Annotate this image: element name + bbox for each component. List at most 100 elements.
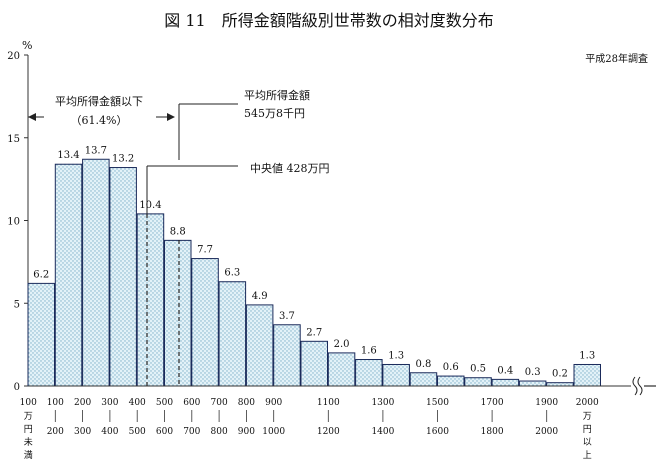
bar — [491, 378, 520, 387]
x-tick-label-bottom-char: 万 — [24, 412, 33, 422]
below-average-arrow-right — [167, 113, 175, 121]
x-tick-label-top: 1100 — [317, 398, 340, 408]
x-tick-label-top: 1900 — [535, 398, 558, 408]
x-tick-label-bottom: 1400 — [371, 427, 394, 437]
y-tick-label: 15 — [7, 134, 20, 145]
bar — [355, 359, 383, 387]
x-tick-label-bottom: 300 — [74, 427, 91, 437]
axis-break-curve-2 — [637, 376, 643, 396]
bar — [382, 363, 410, 387]
x-tick-label-top: 800 — [238, 398, 255, 408]
axis-break-symbol — [632, 376, 656, 396]
bar-value-label: 1.3 — [388, 350, 404, 361]
bar-value-label: 0.5 — [470, 364, 486, 375]
bar — [54, 163, 83, 387]
x-tick-label-top: 600 — [183, 398, 200, 408]
bar-value-label: 8.8 — [170, 226, 186, 237]
x-tick-label-bottom: 2000 — [535, 427, 558, 437]
bar-value-label: 6.3 — [224, 268, 240, 279]
bars-group — [27, 158, 601, 387]
below-average-label-bg — [44, 92, 156, 130]
bar — [191, 258, 219, 387]
x-tick-label-group: 800 900 — [238, 398, 255, 437]
x-tick-label-group: 900 1000 — [262, 398, 285, 437]
x-tick-label-bottom: 1200 — [317, 427, 340, 437]
x-tick-label-top: 1300 — [371, 398, 394, 408]
x-tick-label-group: 1500 1600 — [426, 398, 449, 437]
y-tick-label: 5 — [14, 299, 20, 310]
x-tick-label-top: 100 — [47, 398, 64, 408]
mean-annotation: 平均所得金額 545万8千円 — [178, 88, 310, 386]
x-tick-label-bottom: 1600 — [426, 427, 449, 437]
bar-value-label: 13.2 — [112, 154, 134, 165]
x-tick-label-top: 1700 — [481, 398, 504, 408]
value-labels-group: 6.2 13.4 13.7 13.2 10.4 8.8 7.7 6.3 4.9 3.7 2.7 2.0… — [33, 145, 595, 379]
bar-value-label: 1.3 — [579, 350, 595, 361]
bar-value-label: 0.4 — [497, 365, 513, 376]
bar — [164, 239, 192, 387]
x-tick-label-group: 1100 1200 — [317, 398, 340, 437]
y-tick-label: 20 — [7, 51, 20, 62]
x-tick-label-bottom-char: 満 — [24, 450, 33, 461]
below-average-percent: （61.4%） — [71, 114, 128, 127]
bar — [109, 167, 137, 387]
axis-break-curve-1 — [632, 376, 638, 396]
x-tick-label-group: 1700 1800 — [481, 398, 504, 437]
chart-title: 図 11 所得金額階級別世帯数の相対度数分布 — [164, 11, 493, 30]
y-tick-label: 10 — [7, 217, 20, 228]
x-tick-label-bottom-char: 未 — [24, 436, 33, 448]
survey-note: 平成28年調査 — [585, 52, 648, 65]
x-tick-label-group: 200 300 — [74, 398, 91, 437]
x-tick-label-top: 300 — [101, 398, 118, 408]
x-tick-label-bottom-char: 万 — [583, 412, 592, 422]
bar — [27, 282, 55, 387]
bar-value-label: 2.0 — [334, 339, 350, 350]
bar — [82, 158, 110, 387]
bar-value-label: 10.4 — [139, 200, 161, 211]
bar-value-label: 6.2 — [33, 269, 49, 280]
bar-value-label: 13.4 — [57, 150, 79, 161]
x-tick-label-bottom: 1000 — [262, 427, 285, 437]
x-tick-label-group: 100 200 — [47, 398, 64, 437]
y-tick-label: 0 — [14, 382, 20, 393]
bar-value-label: 13.7 — [85, 145, 107, 156]
x-tick-label-bottom-char: 上 — [583, 450, 592, 461]
bar — [409, 372, 438, 387]
bar-value-label: 3.7 — [279, 311, 295, 322]
x-tick-label-group: 700 800 — [211, 398, 228, 437]
x-tick-label-group: 600 700 — [183, 398, 200, 437]
x-tick-label-top: 900 — [265, 398, 282, 408]
bar — [273, 324, 301, 387]
x-tick-label-bottom: 400 — [101, 427, 118, 437]
x-tick-label-top: 1500 — [426, 398, 449, 408]
x-tick-label-bottom: 900 — [238, 427, 255, 437]
below-average-arrow-left — [28, 113, 36, 121]
x-tick-label-top: 500 — [156, 398, 173, 408]
median-annotation: 中央値 428万円 — [146, 162, 330, 386]
x-tick-label-bottom-char: 以 — [583, 438, 592, 448]
x-tick-label-top: 400 — [129, 398, 146, 408]
bar-value-label: 0.6 — [443, 362, 459, 373]
x-tick-label-top: 100 — [20, 398, 37, 408]
x-axis: 100万円未満100200200300300400400500500600600… — [20, 385, 631, 461]
median-label: 中央値 428万円 — [250, 162, 330, 175]
x-tick-label-bottom: 1800 — [481, 427, 504, 437]
x-tick-label-bottom-char: 円 — [24, 424, 33, 435]
bar — [300, 340, 328, 387]
bar-value-label: 2.7 — [306, 327, 322, 338]
bar — [573, 363, 601, 387]
bar-value-label: 0.8 — [415, 359, 431, 370]
x-tick-label-top: 2000 — [576, 398, 599, 408]
bar — [464, 377, 492, 387]
bar-value-label: 7.7 — [197, 245, 213, 256]
x-tick-label-top: 200 — [74, 398, 91, 408]
x-tick-label-group: 300 400 — [101, 398, 118, 437]
below-average-annotation: 平均所得金額以下 （61.4%） — [28, 92, 175, 130]
x-tick-label-bottom-char: 円 — [583, 424, 592, 435]
x-tick-label-group: 1300 1400 — [371, 398, 394, 437]
bar-value-label: 1.6 — [361, 346, 377, 357]
bar-value-label: 0.2 — [552, 369, 568, 380]
x-tick-label-bottom: 500 — [129, 427, 146, 437]
